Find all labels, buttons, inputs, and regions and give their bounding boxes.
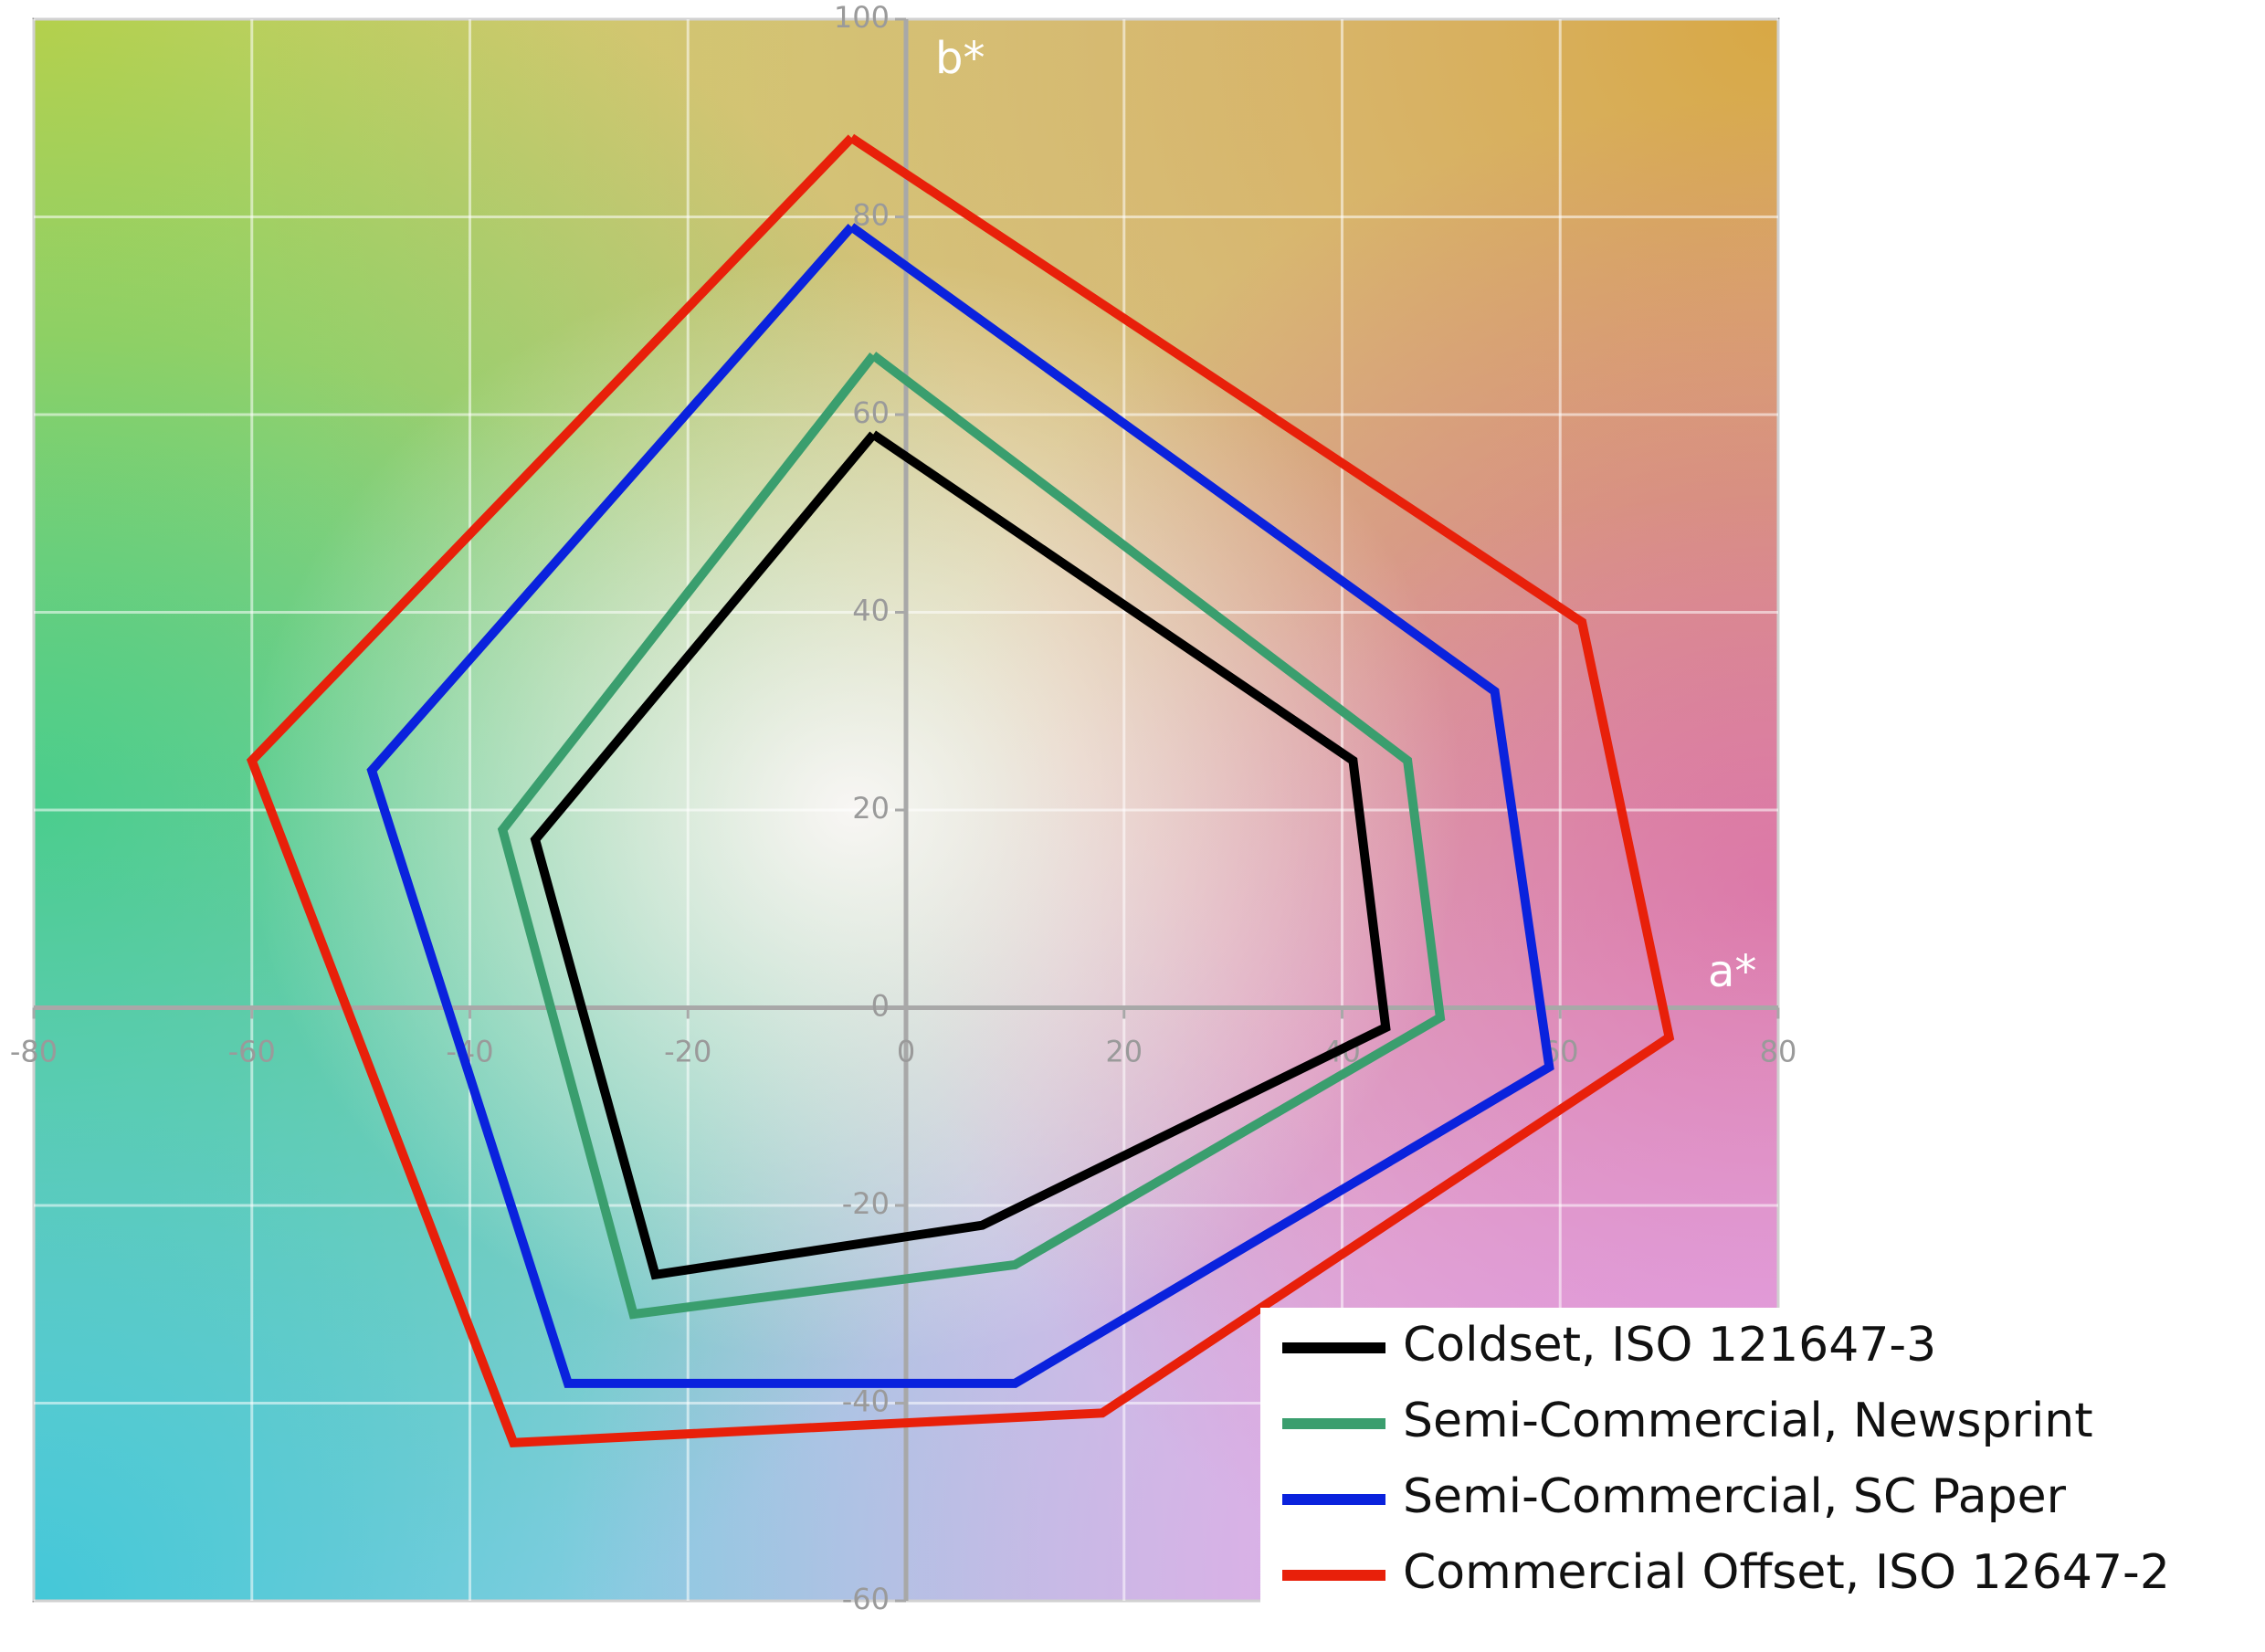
y-tick-label: 100 [834,0,890,35]
y-tick-label: -40 [842,1384,890,1419]
series-line [530,430,1391,1280]
y-tick-label: 60 [852,395,890,430]
y-tick-label: 20 [852,791,890,826]
x-tick-label: -20 [664,1035,711,1069]
series-line [366,223,1554,1388]
legend-label: Commercial Offset, ISO 12647-2 [1403,1545,2170,1600]
y-tick-label: -20 [842,1186,890,1221]
y-tick-label: 0 [871,989,890,1024]
y-tick-label: -60 [842,1582,890,1616]
legend-box [1260,1308,2265,1652]
x-tick-label: 80 [1760,1035,1797,1069]
x-tick-label: -80 [10,1035,58,1069]
legend-label: Coldset, ISO 121647-3 [1403,1318,1936,1373]
series-line [246,133,1675,1447]
legend-label: Semi-Commercial, SC Paper [1403,1469,2067,1524]
y-axis-label: b* [935,33,985,84]
x-tick-label: -60 [228,1035,276,1069]
series-line [497,352,1446,1320]
x-tick-label: 20 [1105,1035,1143,1069]
x-tick-label: 0 [897,1035,915,1069]
legend-label: Semi-Commercial, Newsprint [1403,1394,2093,1448]
legend: Coldset, ISO 121647-3 Semi-Commercial, Ne… [1260,1308,2265,1652]
y-tick-label: 40 [852,594,890,628]
x-axis-label: a* [1708,946,1756,997]
